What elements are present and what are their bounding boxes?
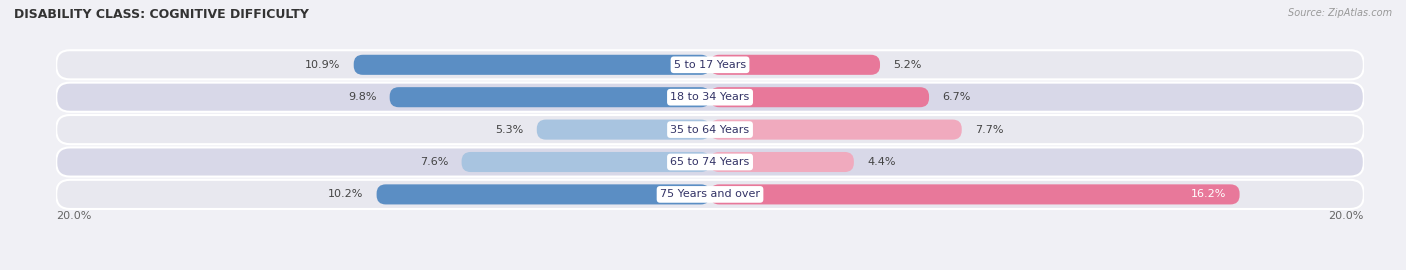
FancyBboxPatch shape (56, 180, 1364, 209)
Text: 7.7%: 7.7% (974, 124, 1004, 135)
FancyBboxPatch shape (710, 152, 853, 172)
Text: 5 to 17 Years: 5 to 17 Years (673, 60, 747, 70)
FancyBboxPatch shape (537, 120, 710, 140)
Text: 18 to 34 Years: 18 to 34 Years (671, 92, 749, 102)
FancyBboxPatch shape (710, 87, 929, 107)
Text: 20.0%: 20.0% (56, 211, 91, 221)
Text: 10.2%: 10.2% (328, 189, 364, 200)
Text: 65 to 74 Years: 65 to 74 Years (671, 157, 749, 167)
FancyBboxPatch shape (710, 120, 962, 140)
Text: 20.0%: 20.0% (1329, 211, 1364, 221)
Text: 7.6%: 7.6% (420, 157, 449, 167)
Text: 9.8%: 9.8% (349, 92, 377, 102)
Text: 35 to 64 Years: 35 to 64 Years (671, 124, 749, 135)
FancyBboxPatch shape (710, 55, 880, 75)
Text: 75 Years and over: 75 Years and over (659, 189, 761, 200)
FancyBboxPatch shape (354, 55, 710, 75)
Text: 5.3%: 5.3% (495, 124, 523, 135)
Text: 16.2%: 16.2% (1191, 189, 1226, 200)
Text: 5.2%: 5.2% (893, 60, 921, 70)
FancyBboxPatch shape (56, 83, 1364, 112)
FancyBboxPatch shape (377, 184, 710, 204)
FancyBboxPatch shape (56, 115, 1364, 144)
Text: 4.4%: 4.4% (868, 157, 896, 167)
FancyBboxPatch shape (56, 50, 1364, 79)
Text: DISABILITY CLASS: COGNITIVE DIFFICULTY: DISABILITY CLASS: COGNITIVE DIFFICULTY (14, 8, 309, 21)
Text: Source: ZipAtlas.com: Source: ZipAtlas.com (1288, 8, 1392, 18)
FancyBboxPatch shape (461, 152, 710, 172)
Text: 10.9%: 10.9% (305, 60, 340, 70)
FancyBboxPatch shape (56, 147, 1364, 177)
FancyBboxPatch shape (710, 184, 1240, 204)
FancyBboxPatch shape (389, 87, 710, 107)
Text: 6.7%: 6.7% (942, 92, 970, 102)
